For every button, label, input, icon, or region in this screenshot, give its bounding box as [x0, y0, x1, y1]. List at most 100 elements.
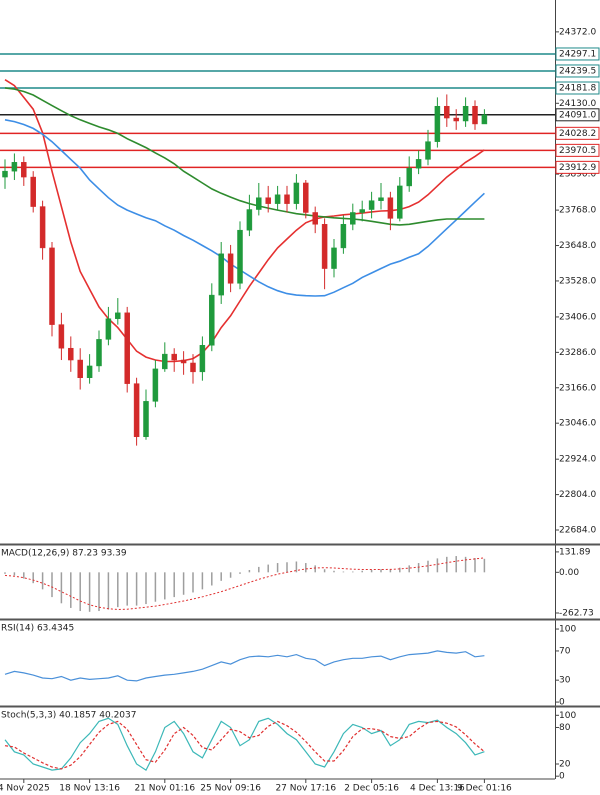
- candle-body: [68, 347, 74, 361]
- level-label: 24091.0: [559, 110, 596, 120]
- level-label: 23912.9: [559, 163, 596, 173]
- y-tick-label: 22804.0: [559, 490, 596, 500]
- y-tick-label: 30: [559, 676, 571, 686]
- y-tick-label: 80: [559, 723, 571, 733]
- level-box: [555, 64, 600, 78]
- candle-body: [453, 117, 459, 122]
- candle-body: [133, 383, 140, 438]
- level-box: [555, 47, 600, 61]
- candle-body: [331, 247, 337, 269]
- y-tick-label: 22924.0: [559, 455, 596, 465]
- candle-body: [312, 212, 318, 225]
- candle-body: [30, 176, 36, 207]
- level-label: 24181.8: [559, 84, 596, 94]
- y-tick-label: 23648.0: [559, 241, 596, 251]
- y-tick-label: 100: [559, 625, 576, 635]
- y-tick-label: 100: [559, 711, 576, 721]
- y-tick-label: 0.00: [559, 568, 579, 578]
- candle-body: [256, 197, 262, 210]
- y-tick-label: -262.73: [559, 609, 594, 619]
- candle-body: [152, 368, 159, 402]
- candle-body: [284, 194, 290, 204]
- candle-body: [21, 162, 27, 178]
- moving-average: [4, 87, 485, 226]
- level-label: 24297.1: [559, 49, 596, 59]
- y-tick-label: 23286.0: [559, 348, 596, 358]
- y-tick-label: 0: [559, 772, 565, 782]
- x-tick-label: 4 Nov 2025: [0, 784, 50, 794]
- y-tick-label: 20: [559, 760, 571, 770]
- y-tick-label: 23890.0: [559, 170, 596, 180]
- y-tick-label: 23406.0: [559, 312, 596, 322]
- y-tick-label: 23166.0: [559, 383, 596, 393]
- x-tick-label: 4 Dec 13:16: [410, 784, 465, 794]
- y-tick-label: 24372.0: [559, 27, 596, 37]
- candle-body: [39, 206, 46, 249]
- indicator-line: [4, 720, 485, 770]
- candle-body: [293, 182, 300, 204]
- panel-title: MACD(12,26,9) 87.23 93.39: [1, 549, 127, 559]
- candle-body: [77, 359, 83, 378]
- y-tick-label: 23046.0: [559, 419, 596, 429]
- candle-body: [49, 247, 55, 325]
- candle-body: [462, 105, 469, 122]
- x-tick-label: 21 Nov 01:16: [134, 784, 195, 794]
- candle-body: [387, 197, 394, 219]
- candle-body: [321, 224, 328, 269]
- x-tick-label: 27 Nov 17:16: [275, 784, 336, 794]
- candle-body: [397, 185, 403, 219]
- candle-body: [481, 114, 488, 125]
- candle-body: [209, 294, 215, 346]
- candle-body: [86, 365, 93, 378]
- candle-body: [425, 141, 431, 160]
- candle-body: [274, 194, 281, 204]
- candle-body: [340, 224, 347, 249]
- candle-body: [303, 182, 309, 213]
- level-label: 24028.2: [559, 129, 596, 139]
- moving-average: [4, 79, 485, 363]
- level-label: 23970.5: [559, 146, 596, 156]
- candle-body: [368, 200, 375, 210]
- candle-body: [265, 197, 271, 204]
- y-tick-label: 22684.0: [559, 526, 596, 536]
- level-box: [555, 143, 600, 157]
- candle-body: [124, 312, 130, 384]
- panel-title: RSI(14) 63.4345: [1, 624, 74, 634]
- candle-body: [162, 353, 168, 370]
- y-tick-label: 24130.0: [559, 99, 596, 109]
- candle-body: [350, 212, 356, 225]
- candle-body: [227, 253, 234, 284]
- y-tick-label: 131.89: [559, 547, 591, 557]
- y-tick-label: 70: [559, 646, 571, 656]
- macd-signal: [4, 557, 485, 611]
- candle-body: [105, 318, 112, 340]
- candle-body: [359, 209, 365, 213]
- panel-title: Stoch(5,3,3) 40.1857 40.2037: [1, 711, 136, 721]
- candle-body: [472, 105, 478, 125]
- candle-body: [218, 253, 224, 296]
- candle-body: [434, 105, 441, 142]
- level-label: 24239.5: [559, 66, 596, 76]
- moving-average: [4, 119, 485, 297]
- candle-body: [171, 353, 177, 361]
- candle-body: [143, 401, 149, 438]
- level-box: [555, 126, 600, 140]
- candle-body: [378, 197, 384, 201]
- candle-body: [180, 359, 187, 364]
- indicator-line: [4, 650, 485, 682]
- indicator-line: [4, 717, 485, 771]
- candle-body: [415, 159, 422, 169]
- candle-body: [58, 324, 65, 349]
- level-box: [555, 108, 600, 122]
- candle-body: [406, 167, 412, 187]
- x-tick-label: 18 Nov 13:16: [59, 784, 120, 794]
- x-tick-label: 2 Dec 05:16: [344, 784, 399, 794]
- y-tick-label: 23768.0: [559, 206, 596, 216]
- y-tick-label: 23528.0: [559, 276, 596, 286]
- candle-body: [246, 209, 253, 231]
- candle-body: [2, 170, 8, 178]
- candle-body: [11, 162, 18, 172]
